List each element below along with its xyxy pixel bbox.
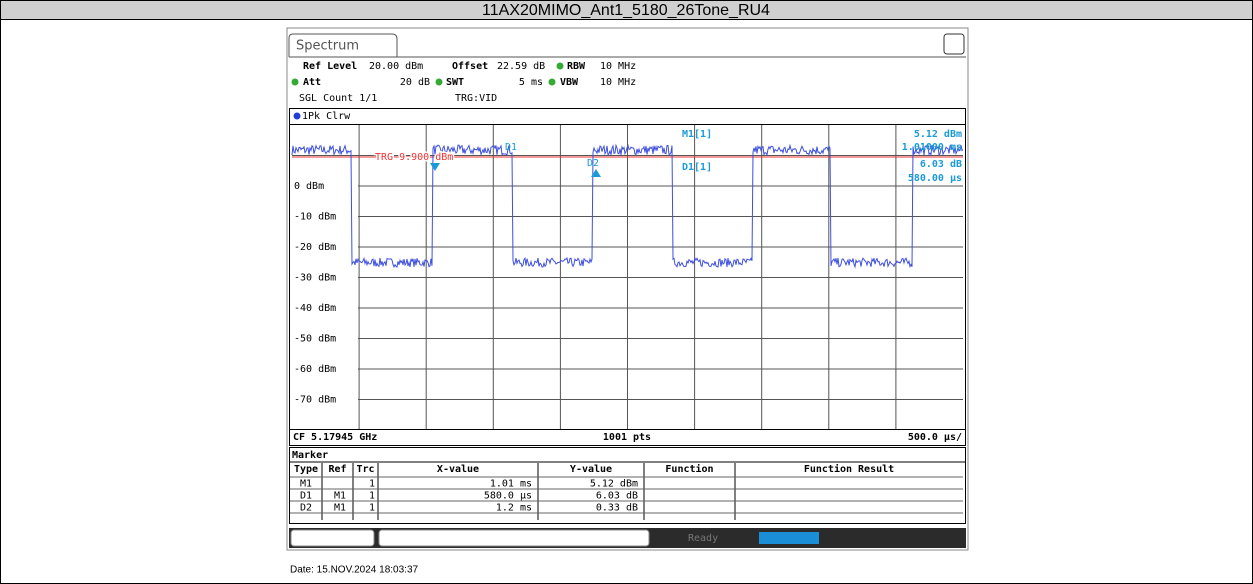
title: 11AX20MIMO_Ant1_5180_26Tone_RU4: [482, 2, 770, 19]
y-label: -30 dBm: [294, 273, 336, 284]
label-bg: [292, 180, 358, 192]
y-label: -10 dBm: [294, 212, 336, 223]
ref-level: 20.00 dBm: [369, 61, 423, 72]
status: Ready: [688, 533, 718, 544]
cell: 1: [369, 479, 375, 490]
points: 1001 pts: [603, 432, 651, 443]
column-header: Trc: [356, 464, 374, 475]
dot: [548, 78, 556, 86]
rbw-label: RBW: [567, 61, 586, 72]
cell: D2: [300, 503, 312, 514]
label-bg: [292, 393, 358, 406]
marker-d2-label: D2: [587, 158, 599, 169]
column-header: Type: [294, 464, 318, 475]
marker-d1: [430, 163, 440, 171]
dot: [291, 78, 299, 86]
tab[interactable]: Spectrum: [296, 39, 359, 54]
center-frequency: CF 5.17945 GHz: [293, 432, 377, 443]
y-label: -70 dBm: [294, 395, 336, 406]
d1-label: D1[1]: [682, 162, 712, 173]
marker-d2: [591, 169, 601, 177]
date: Date: 15.NOV.2024 18:03:37: [290, 565, 419, 576]
span: 500.0 µs/: [908, 432, 962, 443]
offset: 22.59 dB: [497, 61, 545, 72]
column-header: Y-value: [570, 464, 612, 475]
ref-level-label: Ref Level: [303, 61, 357, 72]
marker-table-title: Marker: [292, 450, 328, 461]
vbw: 10 MHz: [600, 77, 636, 88]
dot: [435, 78, 443, 86]
label-bg: [292, 241, 358, 253]
offset-label: Offset: [452, 61, 488, 72]
cell: M1: [334, 491, 346, 502]
y-label: 0 dBm: [294, 181, 324, 192]
y-label: -40 dBm: [294, 303, 336, 314]
progress: [759, 532, 819, 544]
marker-table-frame: [289, 447, 966, 524]
cell: 0.33 dB: [596, 503, 638, 514]
swt: 5 ms: [519, 77, 543, 88]
label-bg: [292, 271, 358, 284]
cell: D1: [300, 491, 312, 502]
dot: [556, 62, 564, 70]
tab-shape: [288, 33, 398, 57]
sgl-count: SGL Count 1/1: [299, 93, 377, 104]
status-box: [378, 529, 650, 547]
cell: 1.01 ms: [490, 479, 532, 490]
att: 20 dB: [400, 77, 430, 88]
column-header: Ref: [328, 464, 346, 475]
y-label: -50 dBm: [294, 334, 336, 345]
label-bg: [292, 210, 358, 223]
swt-label: SWT: [446, 77, 464, 88]
label-bg: [292, 302, 358, 314]
column-header: Function Result: [804, 463, 894, 475]
cell: 5.12 dBm: [590, 479, 638, 490]
status-box: [290, 529, 375, 547]
d1-time: 580.00 µs: [908, 173, 962, 184]
vbw-label: VBW: [560, 77, 579, 88]
column-header: X-value: [437, 464, 479, 475]
m1-time: 1.01000 ms: [902, 142, 962, 153]
cell: 6.03 dB: [596, 491, 638, 502]
m1-label: M1[1]: [682, 129, 712, 140]
trace: [291, 143, 964, 269]
trigger: TRG:VID: [455, 93, 497, 104]
trigger-label: TRG 9.900 dBm: [375, 152, 453, 163]
label-bg: [292, 363, 358, 375]
y-label: -60 dBm: [294, 364, 336, 375]
marker-d1-label: D1: [505, 142, 517, 153]
cell: 1: [369, 491, 375, 502]
label-bg: [292, 332, 358, 345]
column-header: Function: [665, 463, 713, 475]
trace-label: 1Pk Clrw: [302, 111, 351, 122]
att-label: Att: [303, 77, 321, 88]
m1-level: 5.12 dBm: [914, 129, 962, 140]
cell: 1: [369, 503, 375, 514]
cell: M1: [334, 503, 346, 514]
cell: 580.0 µs: [484, 491, 532, 502]
cell: 1.2 ms: [496, 503, 532, 514]
y-label: -20 dBm: [294, 242, 336, 253]
d1-level: 6.03 dB: [920, 159, 962, 170]
rbw: 10 MHz: [600, 61, 636, 72]
trace-dot: [293, 112, 301, 120]
cell: M1: [300, 479, 312, 490]
icon[interactable]: [943, 33, 965, 55]
